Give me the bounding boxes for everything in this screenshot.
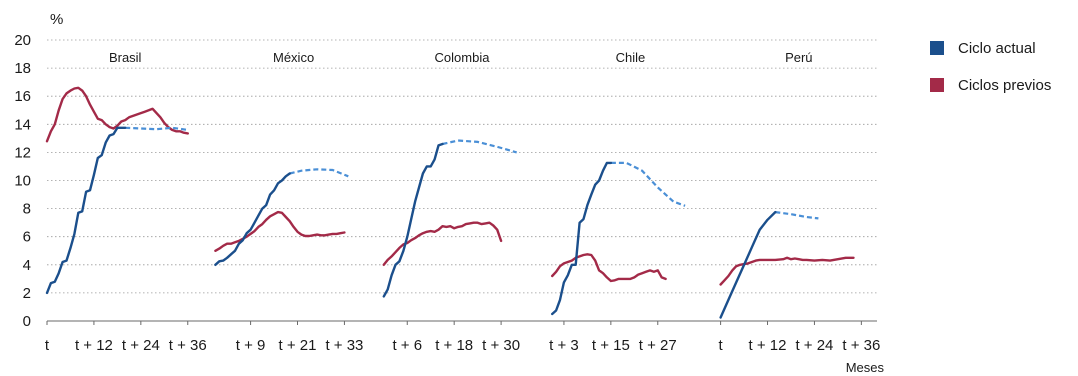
y-tick-label: 0 <box>23 313 31 330</box>
legend-label-current: Ciclo actual <box>958 40 1036 57</box>
x-tick-label: t + 24 <box>122 337 160 354</box>
legend-label-previous: Ciclos previos <box>958 77 1051 94</box>
series-line-current <box>719 210 777 319</box>
y-tick-label: 20 <box>14 32 31 49</box>
legend: Ciclo actual Ciclos previos <box>930 40 1051 94</box>
y-tick-label: 14 <box>14 116 31 133</box>
series-line-projection <box>289 168 349 178</box>
y-tick-label: 2 <box>23 285 31 302</box>
y-tick-label: 12 <box>14 144 31 161</box>
x-tick-label: t <box>719 337 724 354</box>
panel-title: Perú <box>785 50 812 65</box>
x-tick-label: t + 30 <box>482 337 520 354</box>
x-tick-label: t + 27 <box>639 337 677 354</box>
x-tick-label: t <box>45 337 50 354</box>
series-line-current <box>382 142 444 298</box>
panel-title: México <box>273 50 314 65</box>
series-line-previous <box>45 86 190 143</box>
panel-title: Chile <box>616 50 646 65</box>
x-tick-label: t + 33 <box>325 337 363 354</box>
axis-labels: % Meses 0 2 4 6 8 10 12 14 16 18 20 Brasil t t + 12 t … <box>14 11 884 375</box>
series-line-current <box>551 161 613 316</box>
series-line-previous <box>382 221 503 266</box>
x-tick-label: t + 21 <box>279 337 317 354</box>
x-tick-label: t + 3 <box>549 337 579 354</box>
x-tick-label: t + 36 <box>169 337 207 354</box>
x-tick-label: t + 9 <box>236 337 266 354</box>
panel-title: Colombia <box>435 50 491 65</box>
x-tick-label: t + 15 <box>592 337 630 354</box>
panel-title: Brasil <box>109 50 142 65</box>
y-tick-label: 10 <box>14 173 31 190</box>
x-axis-label: Meses <box>846 360 885 375</box>
y-tick-label: 8 <box>23 201 31 218</box>
y-tick-label: 4 <box>23 257 31 274</box>
series-line-previous <box>551 253 667 283</box>
y-tick-label: 18 <box>14 60 31 77</box>
x-tick-label: t + 12 <box>749 337 787 354</box>
series-line-projection <box>442 139 518 154</box>
plot-area <box>45 86 855 319</box>
x-tick-label: t + 6 <box>392 337 422 354</box>
x-tick-label: t + 12 <box>75 337 113 354</box>
y-tick-label: 16 <box>14 88 31 105</box>
series-line-current <box>214 172 291 266</box>
series-line-projection <box>125 126 188 131</box>
series-line-previous <box>214 210 346 253</box>
series-line-previous <box>719 256 855 286</box>
series-line-projection <box>610 161 686 207</box>
series-line-current <box>45 126 127 295</box>
y-axis-label: % <box>50 11 63 28</box>
x-tick-label: t + 24 <box>795 337 833 354</box>
series-line-projection <box>775 211 819 220</box>
y-tick-label: 6 <box>23 229 31 246</box>
legend-swatch-previous <box>930 78 944 92</box>
legend-swatch-current <box>930 41 944 55</box>
x-tick-label: t + 18 <box>435 337 473 354</box>
x-tick-label: t + 36 <box>842 337 880 354</box>
grid <box>46 39 877 325</box>
